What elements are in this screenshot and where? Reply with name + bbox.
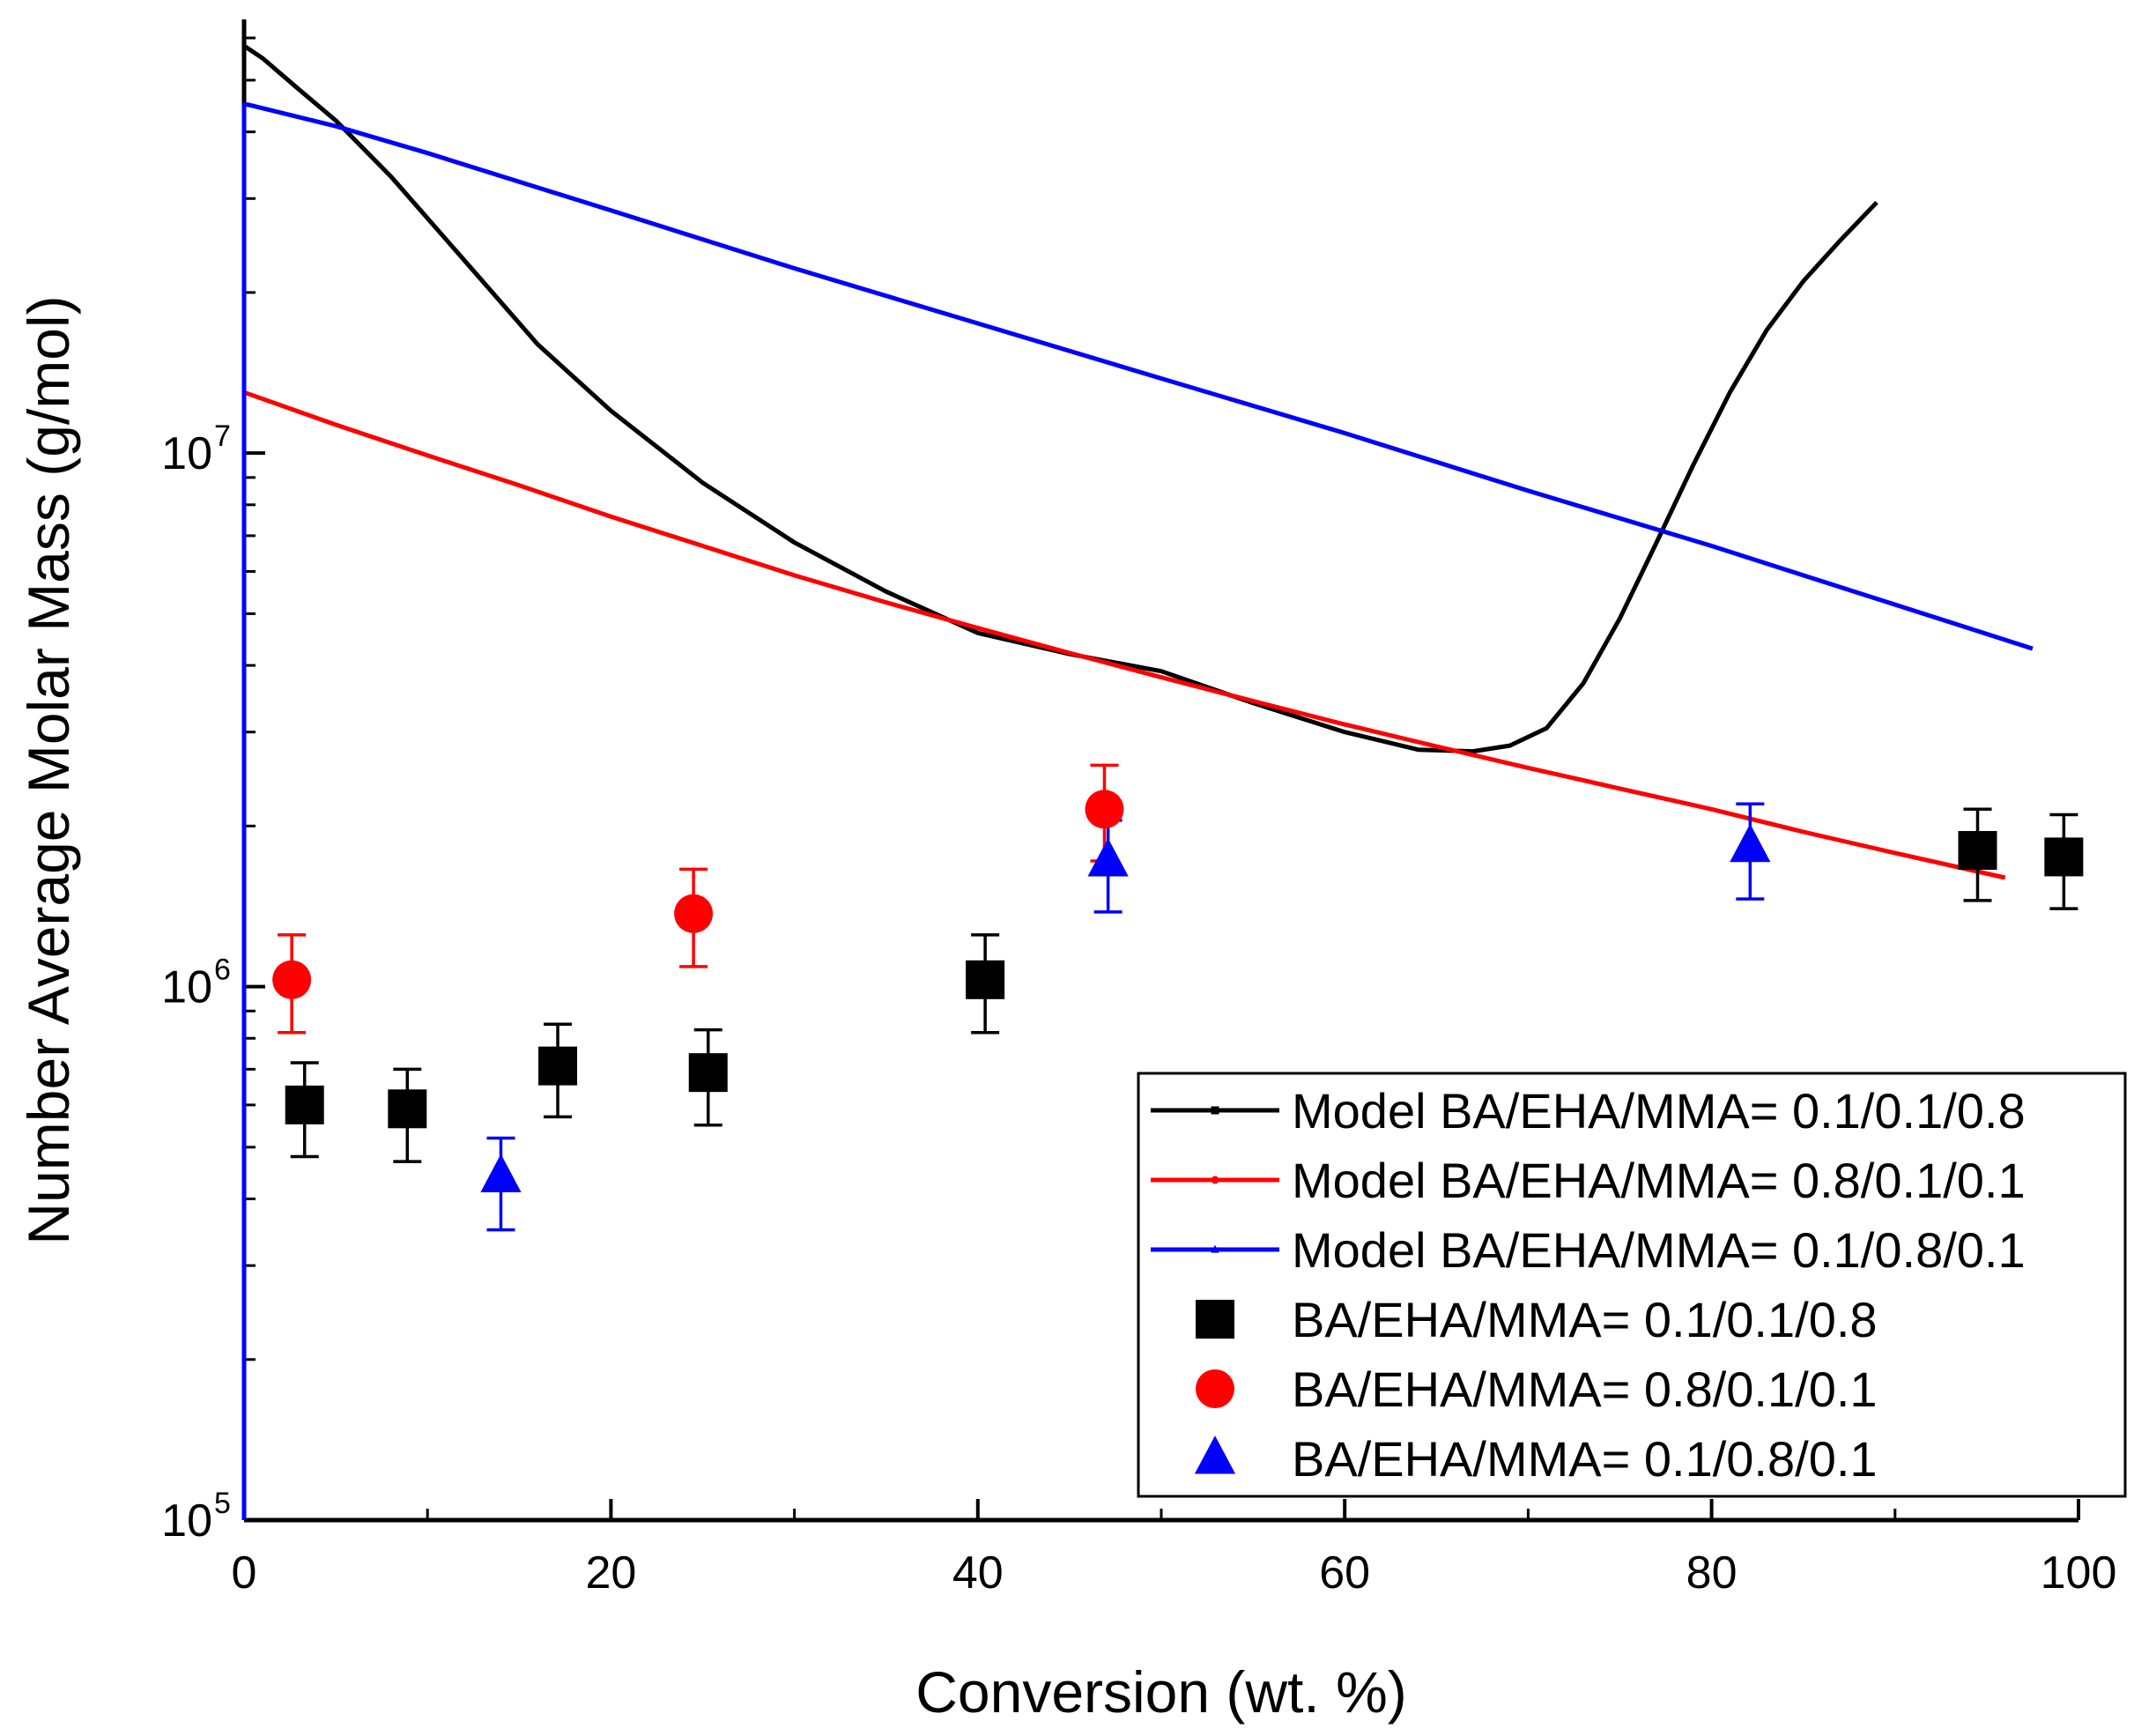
legend-label: BA/EHA/MMA= 0.8/0.1/0.1 <box>1292 1361 1878 1417</box>
x-tick-label: 40 <box>952 1547 1004 1599</box>
x-tick-label: 60 <box>1319 1547 1370 1599</box>
data-point-square <box>388 1089 427 1129</box>
legend-line-marker <box>1211 1244 1219 1253</box>
legend-marker-swatch <box>1194 1436 1236 1474</box>
y-tick-exponent: 6 <box>214 953 231 987</box>
y-tick-label: 10 <box>161 1495 212 1547</box>
data-point-triangle <box>480 1154 522 1192</box>
x-tick-label: 100 <box>2041 1547 2117 1599</box>
legend-item: Model BA/EHA/MMA= 0.1/0.8/0.1 <box>1151 1222 2026 1278</box>
legend-item: Model BA/EHA/MMA= 0.8/0.1/0.1 <box>1151 1153 2026 1208</box>
model-lines <box>241 43 2034 1520</box>
x-tick-label: 20 <box>585 1547 636 1599</box>
legend-item: BA/EHA/MMA= 0.1/0.8/0.1 <box>1194 1431 1878 1487</box>
x-tick-label: 80 <box>1686 1547 1738 1599</box>
data-point-square <box>285 1085 324 1124</box>
model-line-2 <box>243 389 2006 880</box>
data-point-circle <box>272 960 312 999</box>
x-ticks: 0 20 40 60 80 100 <box>232 1499 2117 1599</box>
y-tick-exponent: 5 <box>214 1487 231 1520</box>
y-tick-exponent: 7 <box>214 419 231 453</box>
legend-label: BA/EHA/MMA= 0.1/0.8/0.1 <box>1292 1431 1878 1487</box>
legend-label: Model BA/EHA/MMA= 0.1/0.1/0.8 <box>1292 1083 2026 1139</box>
y-tick-label: 10 <box>161 428 212 479</box>
y-tick-label: 10 <box>161 962 212 1013</box>
legend: Model BA/EHA/MMA= 0.1/0.1/0.8 Model BA/EH… <box>1137 1072 2127 1498</box>
legend-label: Model BA/EHA/MMA= 0.8/0.1/0.1 <box>1292 1153 2026 1208</box>
data-point-circle <box>1085 790 1124 829</box>
markers <box>272 790 2084 1192</box>
legend-marker-swatch <box>1196 1300 1234 1339</box>
data-point-square <box>966 960 1005 999</box>
x-tick-label: 0 <box>232 1547 257 1599</box>
data-point-circle <box>674 894 714 933</box>
legend-item: BA/EHA/MMA= 0.8/0.1/0.1 <box>1196 1361 1878 1417</box>
legend-box <box>1137 1072 2127 1498</box>
data-point-square <box>1958 831 1997 871</box>
model-line-1 <box>242 43 1878 754</box>
legend-label: BA/EHA/MMA= 0.1/0.1/0.8 <box>1292 1292 1878 1347</box>
data-point-triangle <box>1087 838 1129 877</box>
legend-label: Model BA/EHA/MMA= 0.1/0.8/0.1 <box>1292 1222 2026 1278</box>
data-point-square <box>2044 837 2084 877</box>
legend-items: Model BA/EHA/MMA= 0.1/0.1/0.8 Model BA/EH… <box>1151 1083 2026 1487</box>
data-point-triangle <box>1730 823 1771 863</box>
data-point-square <box>688 1053 728 1093</box>
model-line-3 <box>241 102 2034 1520</box>
legend-marker-swatch <box>1196 1369 1234 1408</box>
data-point-square <box>538 1046 578 1086</box>
x-axis-title: Conversion (wt. %) <box>915 1659 1407 1725</box>
y-axis-title: Number Average Molar Mass (g/mol) <box>16 295 81 1244</box>
legend-item: BA/EHA/MMA= 0.1/0.1/0.8 <box>1196 1292 1878 1347</box>
legend-item: Model BA/EHA/MMA= 0.1/0.1/0.8 <box>1151 1083 2026 1139</box>
legend-line-marker <box>1211 1176 1219 1184</box>
legend-line-marker <box>1211 1106 1219 1115</box>
